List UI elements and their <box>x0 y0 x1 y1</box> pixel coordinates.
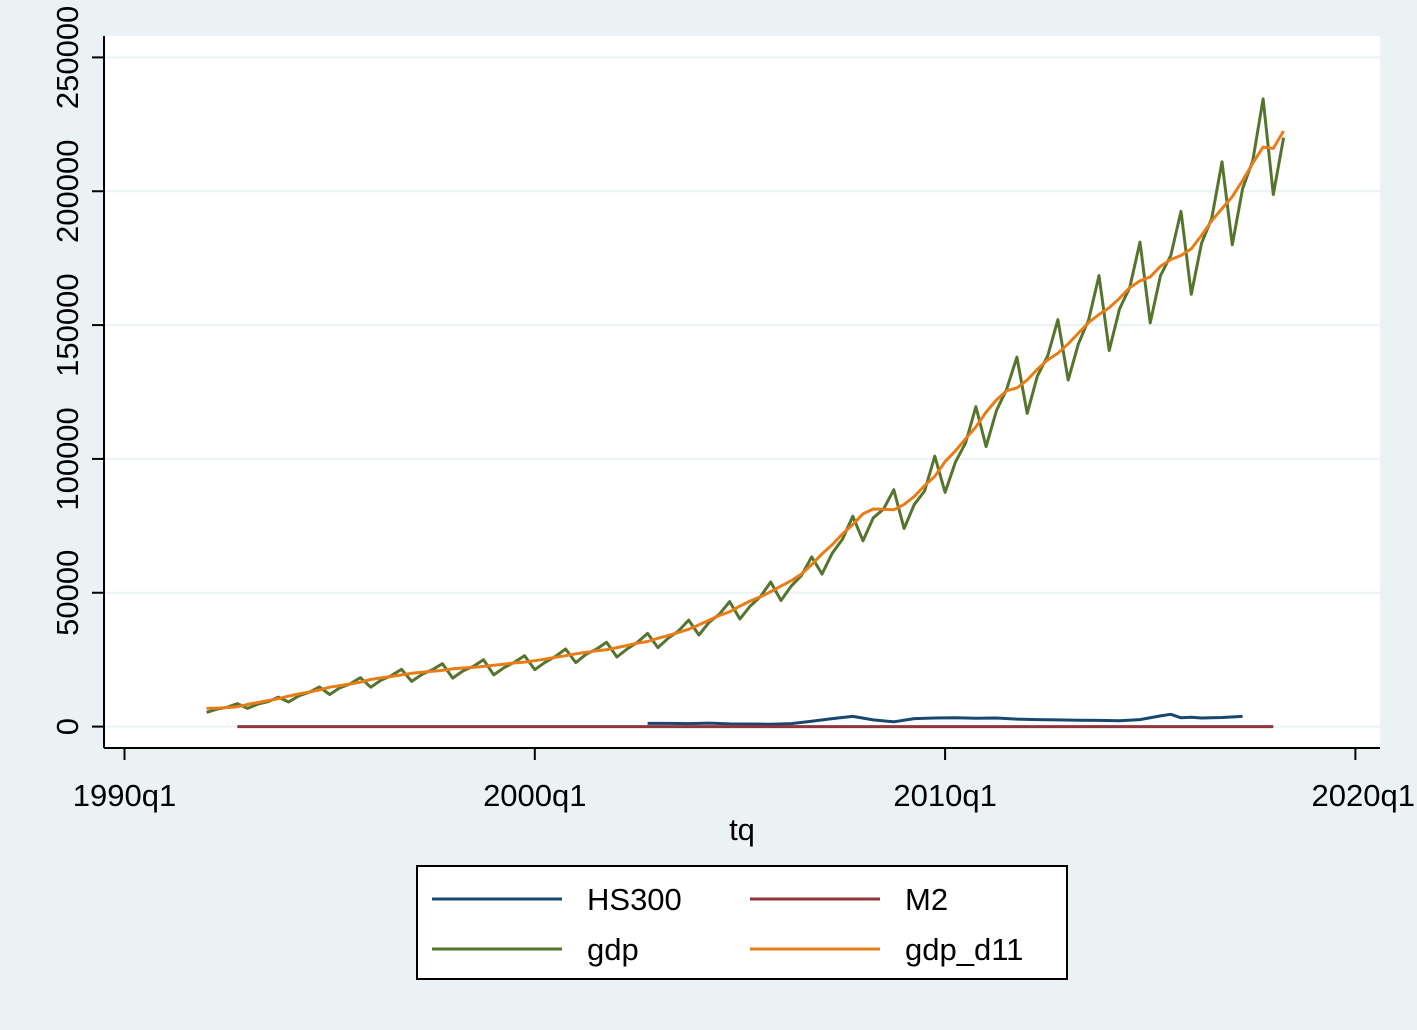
x-axis-title: tq <box>729 812 755 847</box>
y-tick-label: 50000 <box>50 550 85 636</box>
legend-box <box>416 865 1068 980</box>
x-tick-label: 1990q1 <box>73 778 176 813</box>
y-tick-label: 250000 <box>50 6 85 109</box>
series-line-hs300 <box>647 712 1243 726</box>
legend-label: M2 <box>905 882 948 917</box>
legend: HS300 M2 gdp gdp_d11 <box>416 865 1068 980</box>
series-line-gdp-d11 <box>206 130 1285 710</box>
x-tick-label: 2020q1 <box>1312 778 1415 813</box>
axes: 0 50000 100000 150000 200000 250000 1990q1 2000… <box>50 6 1415 813</box>
x-tick-label: 2000q1 <box>483 778 586 813</box>
y-tick-label: 150000 <box>50 273 85 376</box>
x-tick-label: 2010q1 <box>893 778 996 813</box>
plot-area <box>104 36 1380 748</box>
legend-label: HS300 <box>587 882 682 917</box>
series-lines <box>206 97 1286 729</box>
y-tick-label: 100000 <box>50 407 85 510</box>
legend-label: gdp <box>587 932 639 967</box>
y-tick-label: 200000 <box>50 140 85 243</box>
legend-label: gdp_d11 <box>905 932 1023 967</box>
y-tick-label: 0 <box>50 718 85 735</box>
